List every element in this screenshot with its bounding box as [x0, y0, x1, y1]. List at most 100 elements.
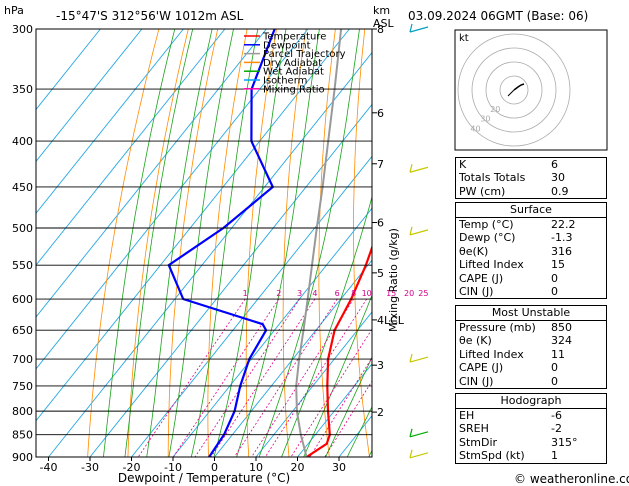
dry-adiabat-line: [420, 29, 450, 457]
stmspd-row: StmSpd (kt) 1: [459, 449, 558, 463]
surface-cin-row: CIN (J) 0: [459, 284, 558, 298]
p-tick-label: 650: [12, 324, 33, 337]
km-tick-label: 5: [377, 267, 384, 280]
mixing-ratio-label: 15: [386, 289, 396, 298]
hodograph-ring: [499, 75, 529, 105]
x-tick-label: -40: [40, 461, 58, 474]
km-tick-label: 4LCL: [377, 314, 405, 327]
p-tick-label: 850: [12, 429, 33, 442]
stmdir-row: StmDir 315°: [459, 435, 578, 449]
wind-barb-flag: [409, 226, 413, 236]
isotherm-line: [36, 29, 143, 163]
y2-axis-label: Mixing Ratio (g/kg): [387, 228, 400, 332]
wind-barb: [409, 452, 429, 459]
legend-label: Parcel Trajectory: [263, 49, 346, 60]
series-dewpoint: [167, 29, 276, 457]
mu-pressure-row: Pressure (mb) 850: [459, 321, 572, 334]
mixing-ratio-label: 6: [335, 289, 340, 298]
km-tick-label: 6: [377, 217, 384, 230]
hodograph-ring-label: 40: [470, 125, 480, 134]
sreh-row: SREH -2: [459, 422, 562, 436]
p-tick-label: 600: [12, 293, 33, 306]
legend-label: Mixing Ratio: [263, 84, 325, 95]
wind-barb-flag: [409, 164, 413, 173]
x-tick-label: 20: [291, 461, 305, 474]
storm-motion-arrow: [507, 89, 515, 97]
p-tick-label: 500: [12, 222, 33, 235]
wind-barbs: [409, 23, 429, 459]
km-tick-label: 8: [377, 23, 384, 36]
wind-barb: [409, 166, 429, 173]
legend-label: Dewpoint: [263, 40, 311, 51]
km-unit: km: [373, 4, 390, 17]
isotherm-line: [89, 103, 372, 457]
p-tick-label: 300: [12, 23, 33, 36]
hodograph-ring: [457, 33, 571, 147]
isotherm-line: [48, 51, 372, 457]
surface-cape-row: CAPE (J) 0: [459, 271, 558, 285]
hodograph-unit: kt: [459, 33, 469, 44]
legend-label: Isotherm: [263, 76, 307, 87]
wind-barb: [409, 356, 429, 363]
asl-unit: ASL: [373, 17, 395, 30]
mixing-ratio-label: 1: [243, 289, 248, 298]
hodograph-ring-label: 30: [480, 115, 490, 124]
hodograph-ring: [471, 47, 557, 133]
wind-barb-flag: [409, 428, 413, 437]
p-tick-label: 700: [12, 353, 33, 366]
wind-barb-flag: [409, 353, 413, 363]
wind-barb: [409, 229, 429, 236]
x-tick-label: -20: [123, 461, 141, 474]
x-tick-label: 0: [211, 461, 218, 474]
hodograph-frame: [454, 29, 608, 151]
isotherm-line: [36, 29, 184, 214]
mixing-ratio-labels: 1 2 3 4 6 8 10 15 20 25: [243, 289, 429, 298]
p-tick-label: 350: [12, 83, 33, 96]
legend-label: Temperature: [262, 32, 326, 43]
mixing-ratio-label: 10: [362, 289, 372, 298]
mu-li-row: Lifted Index 11: [459, 347, 565, 361]
pw-row: PW (cm) 0.9: [459, 184, 569, 198]
mixing-ratio-label: 8: [351, 289, 356, 298]
km-tick-label: 2: [377, 406, 384, 419]
p-tick-label: 900: [12, 451, 33, 464]
x-tick-label: 10: [249, 461, 263, 474]
mixing-ratio-label: 3: [297, 289, 302, 298]
datetime-title: 03.09.2024 06GMT (Base: 06): [408, 9, 588, 23]
mixing-ratio-label: 25: [418, 289, 428, 298]
legend-label: Wet Adiabat: [263, 67, 324, 78]
wind-barb: [409, 431, 429, 438]
dry-adiabat-line: [207, 29, 248, 457]
hodograph-ring: [485, 61, 543, 119]
surface-title: Surface: [456, 203, 606, 218]
most-unstable-title: Most Unstable: [456, 306, 606, 321]
isobar-lines: [36, 28, 372, 458]
p-tick-label: 400: [12, 135, 33, 148]
wind-barb-flag: [409, 23, 413, 33]
wind-barb-flag: [409, 449, 413, 458]
isotherm-line: [36, 29, 101, 111]
x-tick-label: -30: [81, 461, 99, 474]
dry-adiabat-line: [167, 29, 219, 457]
x-tick-label: -10: [164, 461, 182, 474]
km-tick-label: 3: [377, 359, 384, 372]
hodograph-ring-label: 20: [490, 105, 500, 114]
hodograph-table-title: Hodograph: [456, 394, 606, 409]
wet-adiabat-line: [103, 29, 176, 457]
x-axis-label: Dewpoint / Temperature (°C): [118, 471, 290, 485]
p-unit: hPa: [4, 4, 24, 17]
p-tick-label: 550: [12, 259, 33, 272]
series-temperature: [305, 244, 372, 457]
dry-adiabat-line: [87, 29, 160, 457]
p-tick-label: 750: [12, 380, 33, 393]
km-tick-label: 6: [377, 107, 384, 120]
mixing-ratio-label: 20: [404, 289, 414, 298]
hodograph-trace: [513, 83, 525, 91]
most-unstable-table: Most Unstable Pressure (mb) 850 θe (K) 324…: [455, 305, 607, 389]
mixing-ratio-label: 2: [276, 289, 281, 298]
